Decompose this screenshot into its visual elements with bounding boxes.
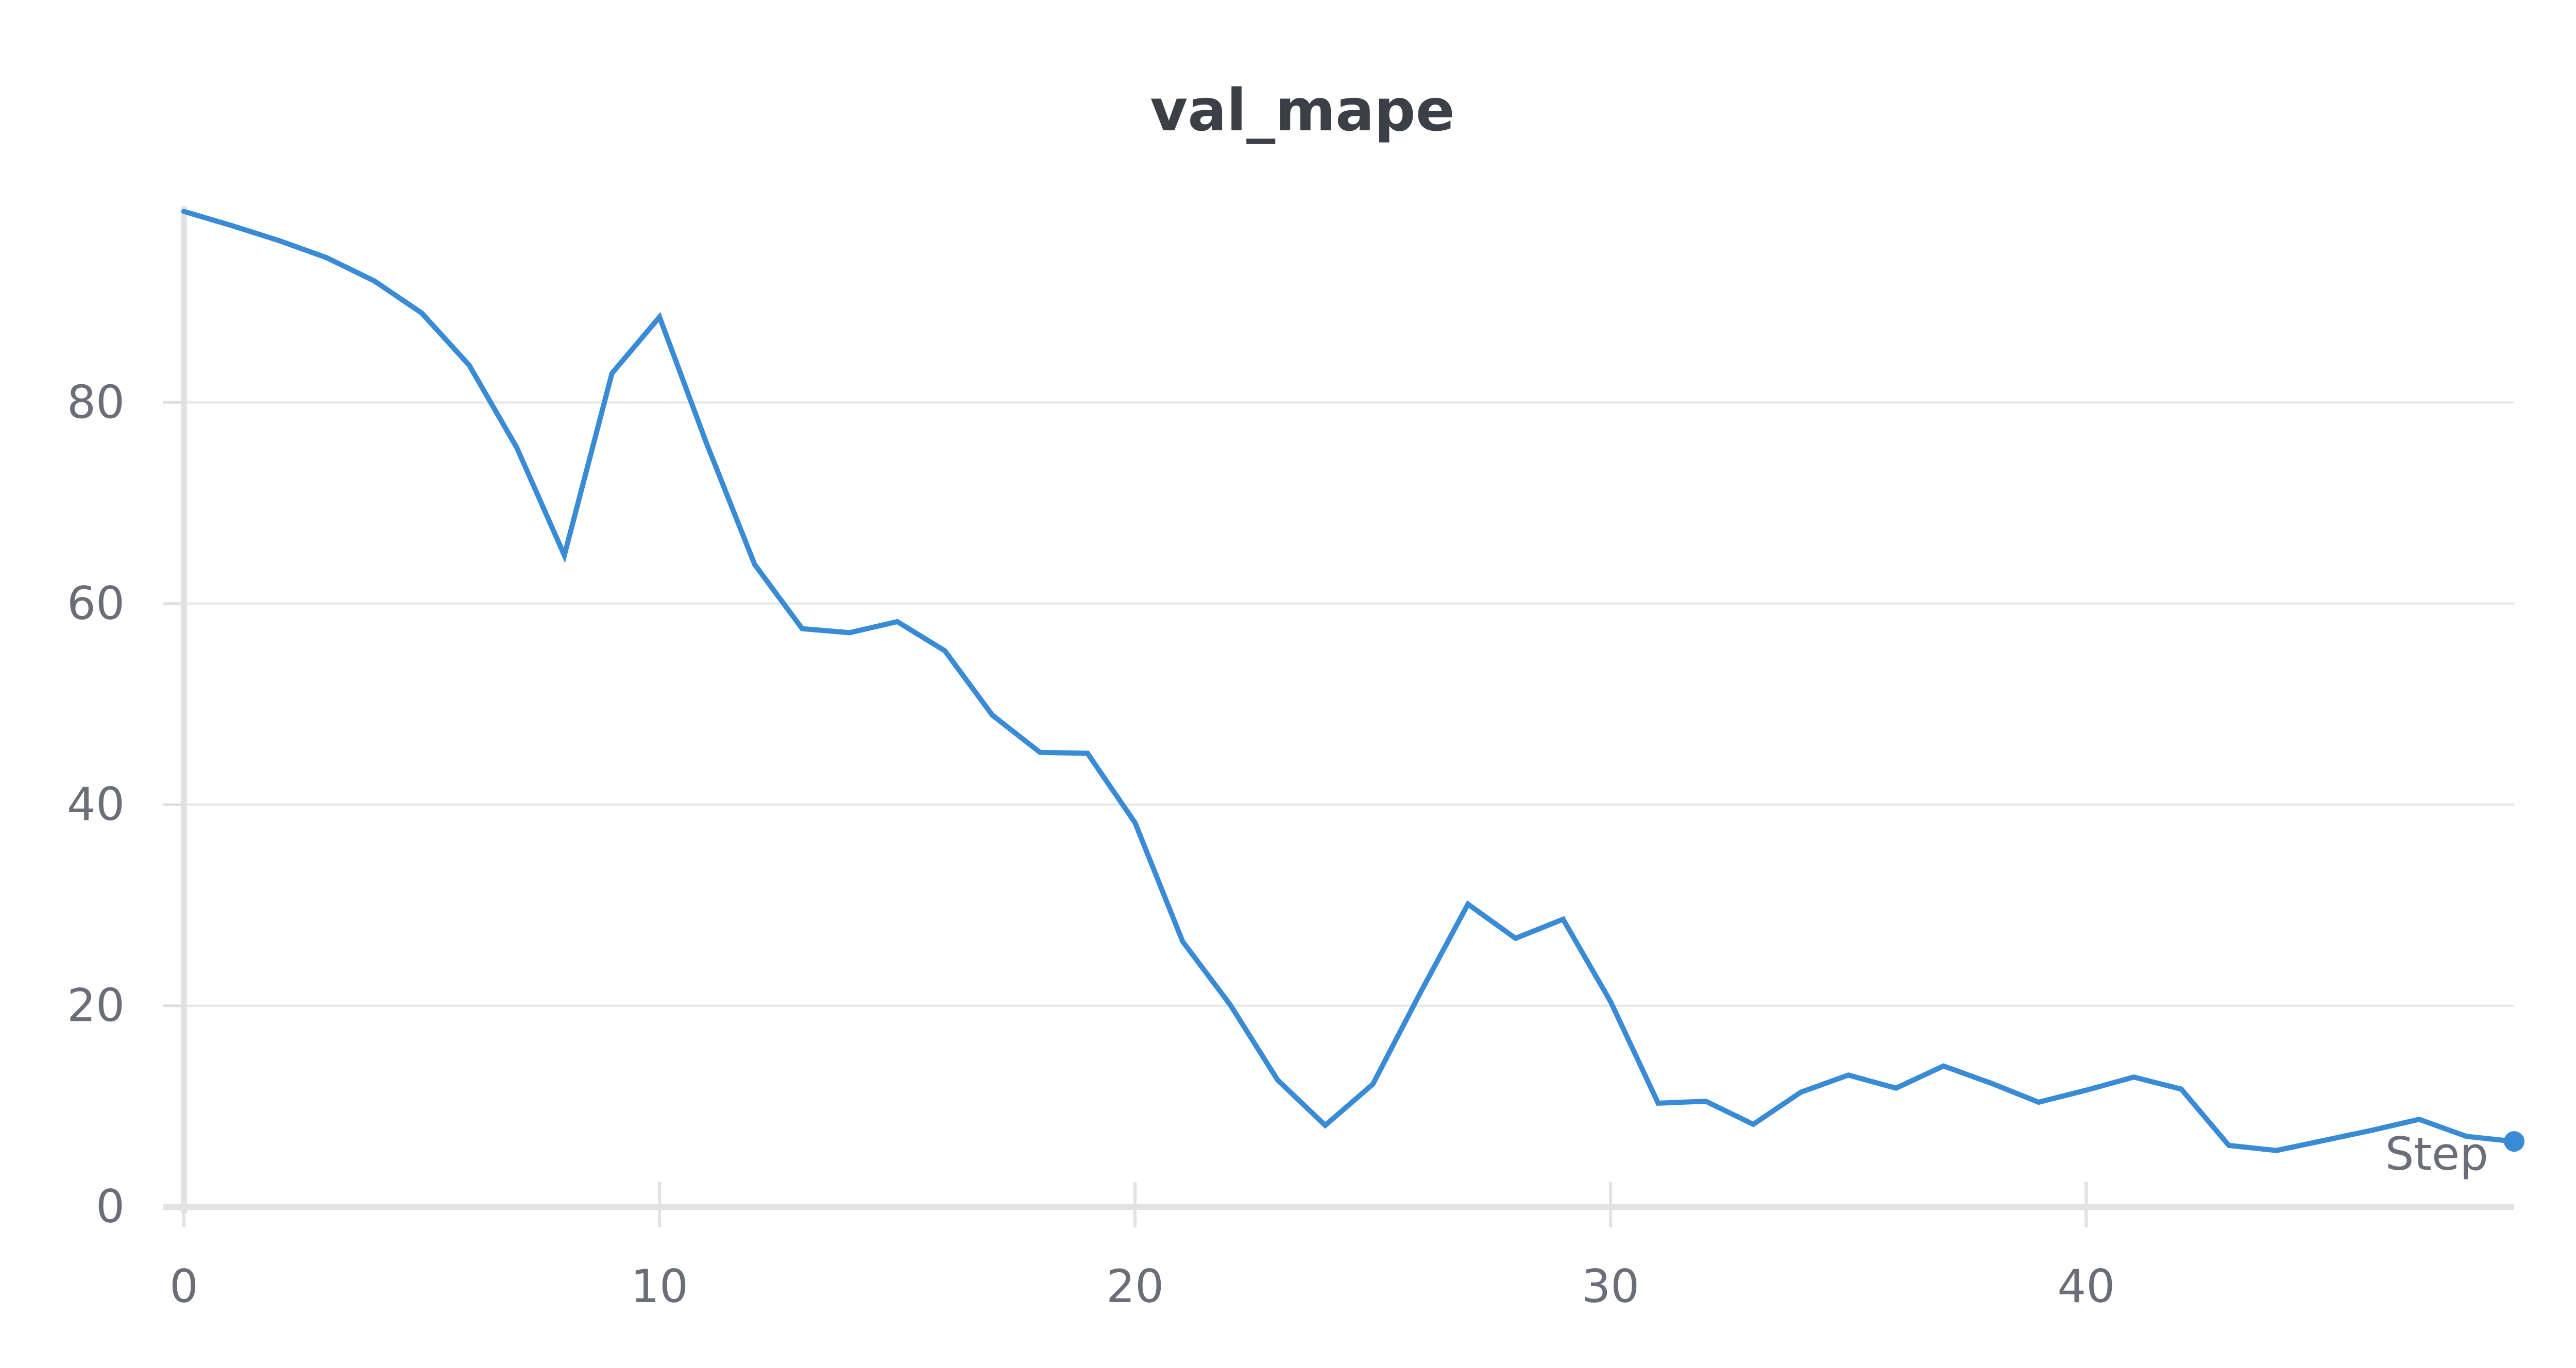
x-tick-label: 20 (1106, 1260, 1164, 1313)
y-tick-label: 80 (67, 375, 125, 429)
x-tick-label: 10 (631, 1260, 688, 1313)
x-tick-label: 30 (1582, 1260, 1639, 1313)
y-tick-label: 20 (67, 979, 125, 1032)
grid-layer (184, 401, 2514, 1007)
label-layer: 0 20 40 60 80 0 10 20 30 40 Step (67, 375, 2488, 1313)
series-line (181, 209, 2517, 1153)
series-layer (181, 209, 2524, 1153)
y-tick-label: 40 (67, 778, 125, 831)
x-tick-label: 0 (170, 1260, 198, 1313)
x-axis-label: Step (2385, 1127, 2488, 1181)
y-tick-label: 60 (67, 577, 125, 630)
axis-layer (163, 206, 2514, 1227)
series-end-point (2504, 1131, 2524, 1152)
y-tick-label: 0 (96, 1180, 125, 1233)
chart-title: val_mape (1150, 77, 1455, 144)
x-tick-label: 40 (2057, 1260, 2115, 1313)
